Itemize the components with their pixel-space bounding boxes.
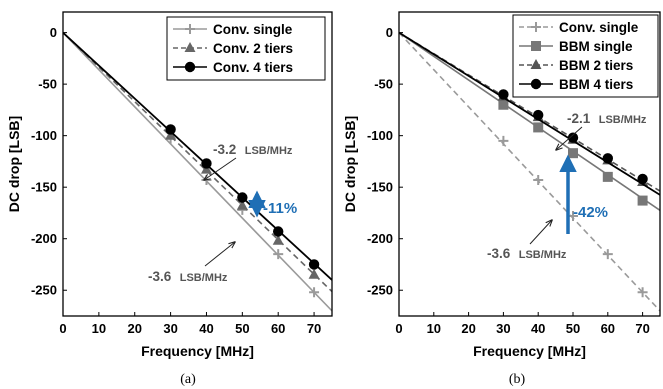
panel-a-x-tick-label: 10 xyxy=(92,321,106,336)
panel-a-reduction-label: -11% xyxy=(263,200,297,217)
panel-b-slope-arrow-2 xyxy=(529,220,552,245)
panel-a-slope-arrow-2 xyxy=(204,242,235,267)
panel-b-x-tick-label: 70 xyxy=(635,321,649,336)
panel-b-series-0-point xyxy=(602,249,613,260)
panel-b-y-tick-label: -100 xyxy=(367,128,393,143)
panel-a-trendline-1 xyxy=(63,32,332,293)
panel-a-legend-marker-0 xyxy=(185,24,195,34)
panel-b-x-tick-label: 20 xyxy=(461,321,475,336)
panel-a-series-2-point xyxy=(308,259,320,270)
panel-a-plot-frame xyxy=(62,11,333,317)
panel-b-series-1-point xyxy=(498,99,509,110)
panel-a-x-tick-label: 60 xyxy=(271,321,285,336)
panel-a-series-2-point xyxy=(165,124,176,135)
panel-b-trendline-0 xyxy=(399,32,660,312)
panel-a-x-tick-label: 40 xyxy=(199,321,213,336)
panel-b: 0 -50 -100 -150 -200 -250 0 10 20 30 40 50 60 70 Frequ… xyxy=(342,11,661,387)
panel-a-series-group xyxy=(63,31,332,312)
panel-b-x-tick-label: 10 xyxy=(427,321,441,336)
panel-b-y-tick-label: 0 xyxy=(386,25,393,40)
panel-b-y-tick-label: -150 xyxy=(367,180,393,195)
panel-b-x-tick-label: 40 xyxy=(531,321,545,336)
panel-b-series-3-point xyxy=(498,89,509,100)
panel-a-x-tick-label: 50 xyxy=(235,321,249,336)
panel-a-series-2-point xyxy=(237,192,248,203)
panel-b-trendline-3 xyxy=(399,31,660,196)
panel-a-series-1-point xyxy=(272,234,284,245)
panel-a: 0 -50 -100 -150 -200 -250 0 10 20 30 40 50 60 70 Frequ… xyxy=(6,11,333,387)
panel-a-y-tick-label: -200 xyxy=(31,231,57,246)
panel-a-trendline-0 xyxy=(63,32,332,312)
panel-b-series-3-point xyxy=(602,153,613,164)
panel-b-series-1-point xyxy=(533,122,544,133)
panel-b-series-1-point xyxy=(568,148,578,159)
panel-a-slope-arrow-1 xyxy=(204,157,237,180)
panel-b-x-tick-label: 0 xyxy=(395,321,402,336)
panel-b-legend-marker-0 xyxy=(531,22,541,32)
panel-a-x-axis-label: Frequency [MHz] xyxy=(141,343,254,359)
panel-a-plot-clip xyxy=(63,31,332,312)
panel-a-series-1-point xyxy=(308,268,320,279)
panel-b-legend-marker-3 xyxy=(530,78,542,90)
panel-b-series-1-point xyxy=(637,195,648,206)
panel-a-series-0-point xyxy=(309,287,320,298)
panel-b-series-3-point xyxy=(567,132,579,143)
panel-b-series-3-point xyxy=(533,109,544,121)
panel-a-series-0-point xyxy=(273,249,284,260)
panel-a-x-tick-label: 70 xyxy=(307,321,321,336)
panel-a-legend-label-2: Conv. 4 tiers xyxy=(213,60,293,75)
panel-a-y-tick-label: -150 xyxy=(31,180,57,195)
panel-a-legend-marker-1 xyxy=(184,42,196,52)
panel-b-legend-marker-1 xyxy=(531,41,541,51)
panel-b-legend-label-2: BBM 2 tiers xyxy=(559,58,633,73)
panel-b-slope-arrow-1 xyxy=(556,126,583,150)
panel-b-x-tick-label: 60 xyxy=(601,321,615,336)
panel-a-y-tick-label: -250 xyxy=(31,283,57,298)
panel-b-y-tick-label: -50 xyxy=(374,77,393,92)
panel-a-trendline-2 xyxy=(63,31,332,281)
panel-b-series-0-point xyxy=(637,287,648,298)
panel-b-legend-label-1: BBM single xyxy=(559,39,633,54)
panel-b-caption: (b) xyxy=(509,372,526,387)
panel-a-slope-label-2: -3.6 LSB/MHz xyxy=(148,268,228,285)
panel-b-series-0-point xyxy=(498,135,509,146)
panel-a-y-tick-label: -50 xyxy=(38,77,57,92)
panel-b-reduction-label: -42% xyxy=(573,204,608,221)
panel-b-legend-label-3: BBM 4 tiers xyxy=(559,77,633,92)
panel-b-series-group xyxy=(399,31,660,312)
panel-a-y-tick-label: 0 xyxy=(50,25,57,40)
panel-b-x-tick-label: 30 xyxy=(496,321,510,336)
panel-b-series-0-point xyxy=(533,174,544,185)
panel-a-legend-label-0: Conv. single xyxy=(213,22,293,37)
panel-b-plot-frame xyxy=(398,11,661,317)
panel-a-series-1-point xyxy=(236,199,248,210)
panel-b-series-1-point xyxy=(602,171,613,182)
panel-b-y-axis-label: DC drop [LSB] xyxy=(342,116,358,212)
panel-a-x-tick-label: 20 xyxy=(127,321,141,336)
panel-a-legend-marker-2 xyxy=(184,61,196,73)
panel-b-series-3-point xyxy=(637,173,648,185)
panel-a-x-tick-label: 0 xyxy=(59,321,66,336)
panel-a-series-2-point xyxy=(201,158,212,169)
panel-b-slope-label-2: -3.6 LSB/MHz xyxy=(487,245,567,262)
panel-b-y-tick-label: -250 xyxy=(367,283,393,298)
panel-a-x-tick-label: 30 xyxy=(163,321,177,336)
panel-a-legend-label-1: Conv. 2 tiers xyxy=(213,41,293,56)
panel-a-y-tick-label: -100 xyxy=(31,128,57,143)
panel-a-slope-label-1: -3.2 LSB/MHz xyxy=(213,141,293,158)
panel-b-trendline-1 xyxy=(399,31,660,212)
panel-a-series-2-point xyxy=(273,226,284,237)
panel-a-y-axis-label: DC drop [LSB] xyxy=(6,116,22,212)
panel-b-legend-label-0: Conv. single xyxy=(559,20,639,35)
panel-b-x-axis-label: Frequency [MHz] xyxy=(473,343,586,359)
panel-b-legend-marker-2 xyxy=(530,59,542,69)
panel-b-y-tick-label: -200 xyxy=(367,231,393,246)
panel-a-caption: (a) xyxy=(180,372,196,387)
panel-b-x-tick-label: 50 xyxy=(566,321,580,336)
panel-b-slope-label-1: -2.1 LSB/MHz xyxy=(567,110,647,127)
